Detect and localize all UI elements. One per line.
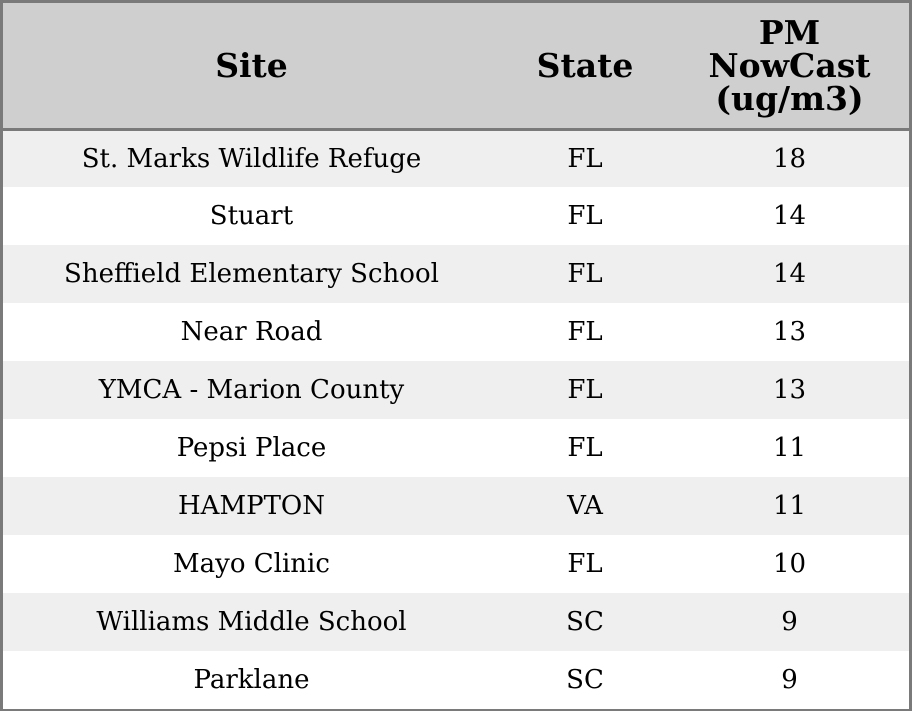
table-row: Parklane SC 9 [3, 651, 909, 709]
state-cell: FL [567, 317, 603, 347]
state-cell: FL [567, 143, 603, 174]
header-site: Site [3, 3, 500, 131]
header-pm-nowcast: PM NowCast (ug/m3) [670, 3, 909, 131]
site-cell: Mayo Clinic [173, 549, 330, 579]
header-state: State [500, 3, 670, 131]
header-row: Site State PM NowCast (ug/m3) [3, 3, 909, 131]
state-cell: FL [567, 549, 603, 579]
pm-value-cell: 11 [772, 433, 807, 463]
pm-value-cell: 14 [772, 259, 807, 289]
pm-value-cell: 14 [772, 201, 807, 231]
state-cell: FL [567, 201, 603, 231]
table-row: YMCA - Marion County FL 13 [3, 361, 909, 419]
table-body: St. Marks Wildlife Refuge FL 18 Stuart FL 14 S… [3, 129, 909, 709]
site-cell: Near Road [180, 317, 323, 347]
header-pm-line-3: (ug/m3) [715, 78, 864, 118]
table-row: Pepsi Place FL 11 [3, 419, 909, 477]
state-cell: SC [566, 665, 604, 695]
state-cell: SC [566, 607, 604, 637]
pm-value-cell: 18 [772, 143, 807, 174]
header-pm-line-2: NowCast [708, 45, 871, 85]
data-table: Site State PM NowCast (ug/m3) St. Marks … [3, 3, 909, 709]
header-pm-line-1: PM [758, 12, 821, 52]
site-cell: HAMPTON [178, 491, 325, 521]
table-row: HAMPTON VA 11 [3, 477, 909, 535]
site-cell: Parklane [193, 665, 310, 695]
site-cell: Sheffield Elementary School [64, 259, 439, 289]
site-cell: St. Marks Wildlife Refuge [81, 143, 422, 174]
pm-value-cell: 9 [781, 665, 798, 695]
state-cell: FL [567, 259, 603, 289]
table-row: St. Marks Wildlife Refuge FL 18 [3, 129, 909, 187]
table-row: Williams Middle School SC 9 [3, 593, 909, 651]
pm-value-cell: 11 [772, 491, 807, 521]
pm-value-cell: 9 [781, 607, 798, 637]
state-cell: FL [567, 433, 603, 463]
pm-value-cell: 13 [772, 317, 807, 347]
table-row: Stuart FL 14 [3, 187, 909, 245]
header-state-label: State [536, 45, 634, 85]
site-cell: YMCA - Marion County [98, 375, 405, 405]
table-row: Near Road FL 13 [3, 303, 909, 361]
table-row: Mayo Clinic FL 10 [3, 535, 909, 593]
state-cell: FL [567, 375, 603, 405]
header-site-label: Site [215, 45, 288, 85]
site-cell: Williams Middle School [96, 607, 407, 637]
state-cell: VA [567, 491, 603, 521]
pm-value-cell: 13 [772, 375, 807, 405]
table-row: Sheffield Elementary School FL 14 [3, 245, 909, 303]
site-cell: Pepsi Place [176, 433, 327, 463]
pm-value-cell: 10 [772, 549, 807, 579]
site-cell: Stuart [209, 201, 294, 231]
